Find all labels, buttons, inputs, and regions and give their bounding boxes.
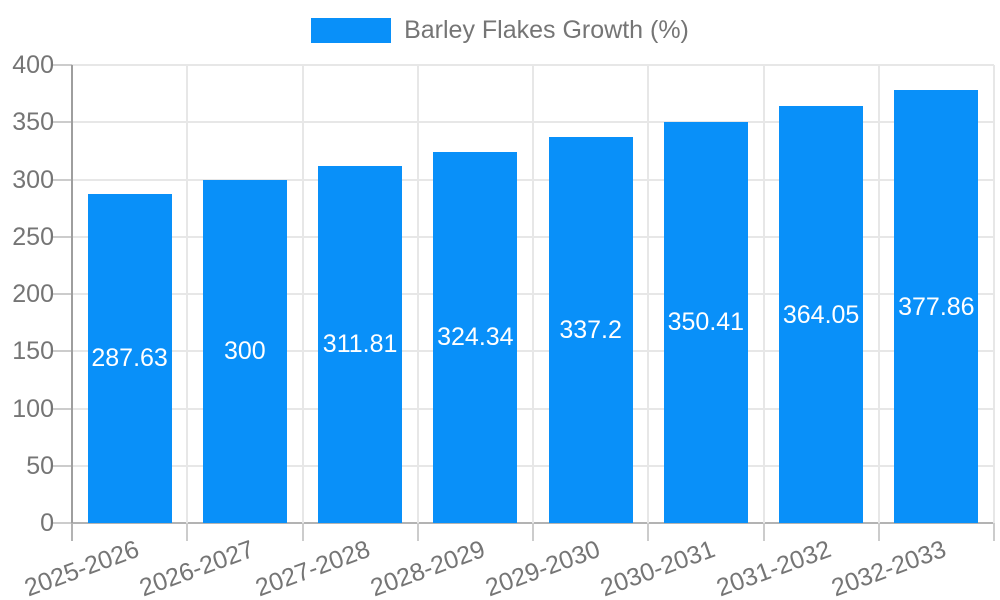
bar-2032-2033 [894,90,979,523]
bar-value-label: 377.86 [898,292,975,321]
bar-2031-2032 [779,106,864,523]
gridline-vertical [762,65,765,523]
x-axis-tick [762,523,765,541]
bar-value-label: 350.41 [667,308,745,337]
bar-2029-2030 [548,136,633,523]
bar-value-label: 337.2 [559,315,622,344]
x-axis-category-label: 2031-2032 [712,535,835,600]
x-axis-category-label: 2030-2031 [597,535,720,600]
x-axis-tick [416,523,419,541]
x-axis-category-label: 2029-2030 [481,535,604,600]
x-axis-tick [993,523,995,541]
x-axis-tick [647,523,650,541]
bar-value-label: 287.63 [91,344,168,373]
y-axis-line [71,65,73,523]
x-axis-category-label: 2032-2033 [827,535,950,600]
x-axis-tick [186,523,189,541]
y-axis-tick [52,350,72,353]
bar-2027-2028 [318,165,403,523]
y-axis-tick [52,464,72,467]
y-axis-tick-label: 150 [12,337,54,366]
x-axis-category-label: 2025-2026 [20,535,143,600]
y-axis-tick-label: 100 [12,394,54,423]
x-axis-category-label: 2027-2028 [251,535,374,600]
legend: Barley Flakes Growth (%) [0,18,1000,43]
gridline-vertical [647,65,650,523]
bar-2026-2027 [202,179,287,523]
gridline-vertical [993,65,995,523]
gridline-vertical [532,65,534,523]
gridline-vertical [416,65,419,523]
y-axis-tick [52,64,72,66]
gridline-vertical [877,65,880,523]
bar-2030-2031 [663,121,748,523]
y-axis-tick-label: 0 [40,509,54,537]
y-axis-tick-label: 200 [12,280,54,308]
gridline-vertical [186,65,189,523]
gridline-vertical [301,65,304,523]
y-axis-tick [52,178,72,181]
x-axis-tick [301,523,304,541]
bar-2028-2029 [433,151,518,523]
y-axis-tick [52,407,72,410]
y-axis-tick-label: 250 [12,222,54,251]
bar-value-label: 324.34 [437,323,514,352]
y-axis-tick [52,235,72,238]
legend-swatch [311,18,392,43]
bar-value-label: 300 [224,337,266,366]
x-axis-tick [877,523,880,541]
y-axis-tick-label: 350 [12,108,54,137]
y-axis-tick [52,121,72,124]
y-axis-tick [52,522,72,524]
x-axis-category-label: 2028-2029 [366,535,489,600]
x-axis-tick [532,523,534,541]
bar-value-label: 311.81 [322,330,398,359]
bar-value-label: 364.05 [782,300,860,329]
y-axis-tick-label: 300 [12,165,54,194]
y-axis-tick [52,293,72,295]
x-axis-tick [71,523,73,541]
bar-2025-2026 [87,193,172,523]
legend-label: Barley Flakes Growth (%) [404,16,689,44]
y-axis-tick-label: 50 [26,451,54,480]
y-axis-tick-label: 400 [12,51,54,79]
x-axis-category-label: 2026-2027 [136,535,259,600]
